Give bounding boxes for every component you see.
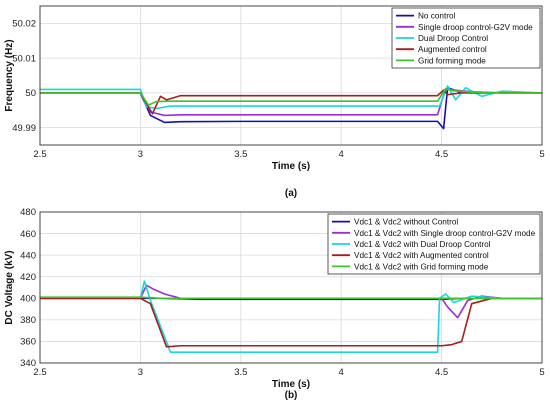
y-tick-label: 440: [20, 250, 36, 261]
y-tick-label: 360: [20, 337, 36, 348]
y-tick-label: 50.01: [12, 53, 36, 64]
x-tick-label: 3: [138, 149, 143, 160]
series-line-2: [40, 280, 542, 354]
legend-box: [327, 213, 541, 275]
series-line-4: [40, 87, 542, 106]
legend-entry: Dual Droop Control: [418, 34, 488, 43]
series-line-4: [40, 296, 542, 300]
y-tick-label: 50.02: [12, 19, 36, 30]
plot-frame: [39, 5, 543, 146]
legend-entry: Vdc1 & Vdc2 with Dual Droop Control: [354, 240, 491, 249]
figure-caption: (a): [285, 188, 297, 199]
legend-entry: Vdc1 & Vdc2 with Augmented control: [354, 251, 489, 260]
x-tick-label: 4: [339, 367, 344, 378]
legend-entry: Augmented control: [418, 45, 487, 54]
y-tick-label: 480: [20, 207, 36, 218]
x-tick-label: 2.5: [33, 367, 46, 378]
legend-entry: No control: [418, 12, 455, 21]
x-tick-label: 3.5: [234, 149, 247, 160]
figure-caption: (b): [285, 390, 298, 401]
series-line-3: [40, 297, 542, 348]
plot-frame: [39, 211, 543, 364]
y-tick-label: 50: [25, 88, 36, 99]
x-tick-label: 4.5: [435, 149, 448, 160]
chart-panel-1: 2.5 3 3.5 4 4.5 5 340 360 380 400 420 440 460 480 Time…: [4, 207, 545, 401]
x-tick-label: 5: [539, 367, 544, 378]
y-tick-label: 400: [20, 293, 36, 304]
series-line-3: [40, 89, 542, 115]
y-tick-label: 420: [20, 272, 36, 283]
legend-entry: Vdc1 & Vdc2 with Grid forming mode: [354, 262, 489, 271]
legend-entry: Single droop control-G2V mode: [418, 23, 533, 32]
legend-entry: Grid forming mode: [418, 56, 486, 65]
legend-entry: Vdc1 & Vdc2 without Control: [354, 218, 458, 227]
y-tick-label: 49.99: [12, 123, 36, 134]
x-axis-label: Time (s): [272, 379, 310, 390]
y-tick-label: 340: [20, 358, 36, 369]
x-tick-label: 4.5: [435, 367, 448, 378]
x-tick-label: 5: [539, 149, 544, 160]
chart-panel-0: 2.5 3 3.5 4 4.5 5 49.99 50 50.01 50.02 Time (s) Fre…: [4, 5, 545, 199]
legend-box: [391, 7, 541, 69]
x-tick-label: 3.5: [234, 367, 247, 378]
x-tick-label: 2.5: [33, 149, 46, 160]
y-tick-label: 460: [20, 229, 36, 240]
x-tick-label: 3: [138, 367, 143, 378]
y-tick-label: 380: [20, 315, 36, 326]
y-axis-label: Frequency (Hz): [4, 39, 15, 111]
y-axis-label: DC Voltage (kV): [4, 250, 15, 324]
legend-entry: Vdc1 & Vdc2 with Single droop control-G2…: [354, 229, 536, 238]
x-axis-label: Time (s): [272, 161, 310, 172]
x-tick-label: 4: [339, 149, 344, 160]
